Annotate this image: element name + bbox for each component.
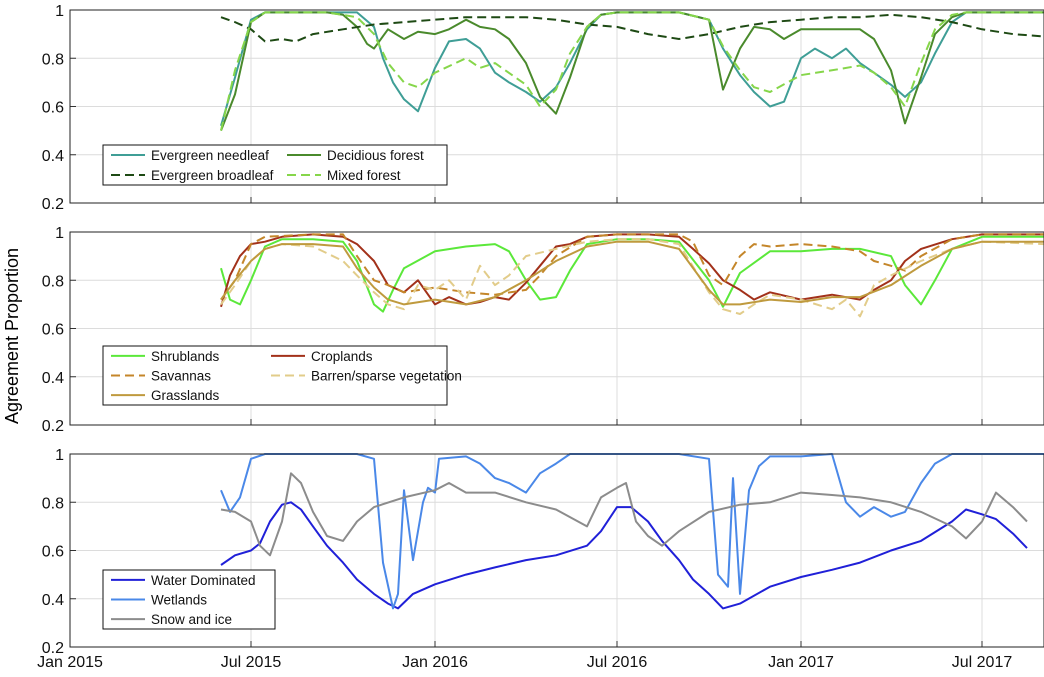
y-tick-label: 0.4 <box>42 148 64 165</box>
y-tick-label: 0.2 <box>42 196 64 213</box>
series-line-decidious-forest <box>220 11 1044 131</box>
series-line-wetlands <box>220 453 1044 610</box>
legend-label: Savannas <box>151 369 211 384</box>
legend-label: Snow and ice <box>151 612 232 627</box>
y-tick-label: 0.2 <box>42 418 64 435</box>
x-tick-label: Jan 2015 <box>37 654 103 671</box>
x-tick-label: Jan 2016 <box>402 654 468 671</box>
chart-panel-3: 0.2 0.4 0.6 0.8 1 Water Dominated Wetlands Snow… <box>37 447 1044 671</box>
legend-label: Evergreen broadleaf <box>151 168 274 183</box>
legend: Evergreen needleaf Decidious forest Evergr… <box>102 144 448 186</box>
chart-panel-1: 0.2 0.4 0.6 0.8 1 Evergreen needleaf Decidious… <box>42 3 1044 213</box>
legend-label: Shrublands <box>151 349 220 364</box>
series-line-savannas <box>220 233 1044 301</box>
legend-label: Decidious forest <box>327 148 424 163</box>
chart-panel-2: 0.2 0.4 0.6 0.8 1 Shrublands Croplands Savannas… <box>42 225 1044 435</box>
axes-frame <box>69 231 1044 426</box>
y-tick-label: 0.2 <box>42 640 64 657</box>
y-tick-label: 0.8 <box>42 51 64 68</box>
y-tick-label: 0.6 <box>42 544 64 561</box>
legend-label: Mixed forest <box>327 168 401 183</box>
legend-label: Barren/sparse vegetation <box>311 369 462 384</box>
legend: Shrublands Croplands Savannas Barren/sparse… <box>102 345 462 406</box>
x-tick-label: Jul 2017 <box>952 654 1013 671</box>
series-line-grasslands <box>220 240 1044 306</box>
y-axis-label: Agreement Proportion <box>2 248 22 424</box>
y-tick-label: 0.4 <box>42 370 64 387</box>
legend-label: Grasslands <box>151 388 220 403</box>
y-tick-label: 1 <box>55 3 64 20</box>
legend-box <box>102 144 448 186</box>
legend-label: Wetlands <box>151 593 207 608</box>
y-tick-label: 0.8 <box>42 273 64 290</box>
legend: Water Dominated Wetlands Snow and ice <box>102 569 276 630</box>
legend-label: Evergreen needleaf <box>151 148 269 163</box>
series-line-croplands <box>220 233 1044 308</box>
x-tick-label: Jul 2015 <box>221 654 282 671</box>
x-tick-label: Jan 2017 <box>768 654 834 671</box>
series-line-barren-sparse-vegetation <box>220 238 1044 318</box>
y-tick-label: 0.8 <box>42 495 64 512</box>
x-tick-label: Jul 2016 <box>587 654 648 671</box>
y-tick-label: 1 <box>55 447 64 464</box>
y-tick-label: 0.4 <box>42 592 64 609</box>
series-line-water-dominated <box>220 501 1028 610</box>
y-tick-label: 0.6 <box>42 322 64 339</box>
axes-frame <box>69 9 1044 204</box>
y-tick-label: 1 <box>55 225 64 242</box>
series-line-snow-and-ice <box>220 472 1028 557</box>
series-line-shrublands <box>220 235 1044 313</box>
axes-frame <box>69 453 1044 648</box>
legend-label: Croplands <box>311 349 373 364</box>
legend-label: Water Dominated <box>151 573 256 588</box>
y-tick-label: 0.6 <box>42 100 64 117</box>
